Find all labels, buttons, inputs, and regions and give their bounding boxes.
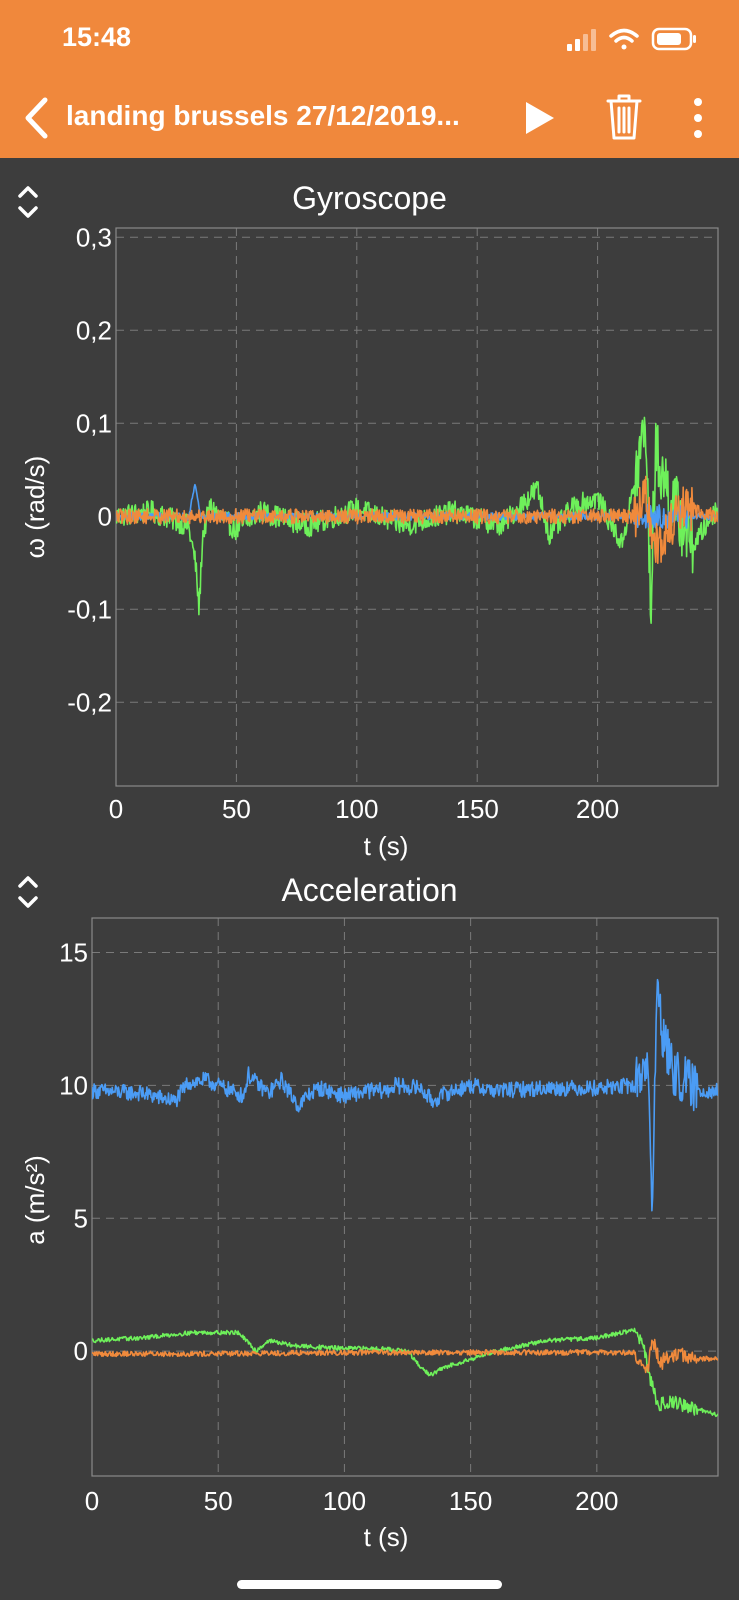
acceleration-panel: Acceleration <box>0 860 739 1560</box>
y-tick-label: 0,2 <box>76 315 112 345</box>
home-indicator[interactable] <box>237 1580 502 1589</box>
gyroscope-chart: 0 50 100 150 200 0,3 0,2 0,1 0 -0,1 -0,2 t (s) ω (ra… <box>20 222 719 861</box>
wifi-icon <box>609 28 639 50</box>
expand-collapse-icon[interactable] <box>14 182 42 222</box>
status-time: 15:48 <box>62 22 132 52</box>
x-tick-label: 150 <box>456 794 499 824</box>
plot-frame <box>91 917 719 1477</box>
x-tick-label: 0 <box>109 794 123 824</box>
x-tick-label: 100 <box>323 1486 366 1516</box>
y-tick-label: 5 <box>74 1203 88 1233</box>
x-tick-label: 0 <box>85 1486 99 1516</box>
battery-icon <box>651 27 696 51</box>
recording-title: landing brussels 27/12/2019... <box>66 100 460 131</box>
x-tick-label: 200 <box>575 1486 618 1516</box>
y-axis-label: a (m/s²) <box>20 1155 50 1245</box>
x-tick-label: 50 <box>222 794 251 824</box>
grid-lines <box>92 918 718 1476</box>
series-line-2 <box>116 475 718 564</box>
series-line-0 <box>92 978 718 1212</box>
play-icon[interactable] <box>522 98 558 138</box>
series-group <box>116 416 718 624</box>
y-tick-label: 15 <box>59 938 88 968</box>
top-bar: 15:48 landing brussels 27/12/2019... <box>0 0 739 158</box>
y-tick-label: 0,1 <box>76 408 112 438</box>
gyroscope-panel: Gyroscope <box>0 170 739 870</box>
series-line-2 <box>92 1338 718 1374</box>
x-tick-label: 150 <box>449 1486 492 1516</box>
expand-collapse-icon[interactable] <box>14 872 42 912</box>
chart-title: Gyroscope <box>292 180 447 216</box>
x-tick-label: 100 <box>335 794 378 824</box>
x-tick-label: 50 <box>204 1486 233 1516</box>
x-axis-label: t (s) <box>364 831 409 861</box>
y-tick-label: 0,3 <box>76 222 112 252</box>
y-tick-label: -0,2 <box>67 687 112 717</box>
x-axis-label: t (s) <box>364 1522 409 1552</box>
trash-icon[interactable] <box>606 92 642 142</box>
back-chevron-icon[interactable] <box>18 96 58 140</box>
chart-title: Acceleration <box>281 872 458 908</box>
more-options-icon[interactable] <box>688 96 708 140</box>
series-line-1 <box>92 1327 718 1418</box>
y-tick-label: 0 <box>74 1336 88 1366</box>
series-group <box>92 978 718 1418</box>
y-axis-label: ω (rad/s) <box>20 456 50 559</box>
y-tick-label: 0 <box>98 501 112 531</box>
y-tick-label: 10 <box>59 1070 88 1100</box>
status-icons <box>567 27 696 51</box>
y-tick-label: -0,1 <box>67 594 112 624</box>
plot-frame <box>115 227 719 787</box>
x-tick-label: 200 <box>576 794 619 824</box>
cellular-signal-icon <box>567 29 596 51</box>
